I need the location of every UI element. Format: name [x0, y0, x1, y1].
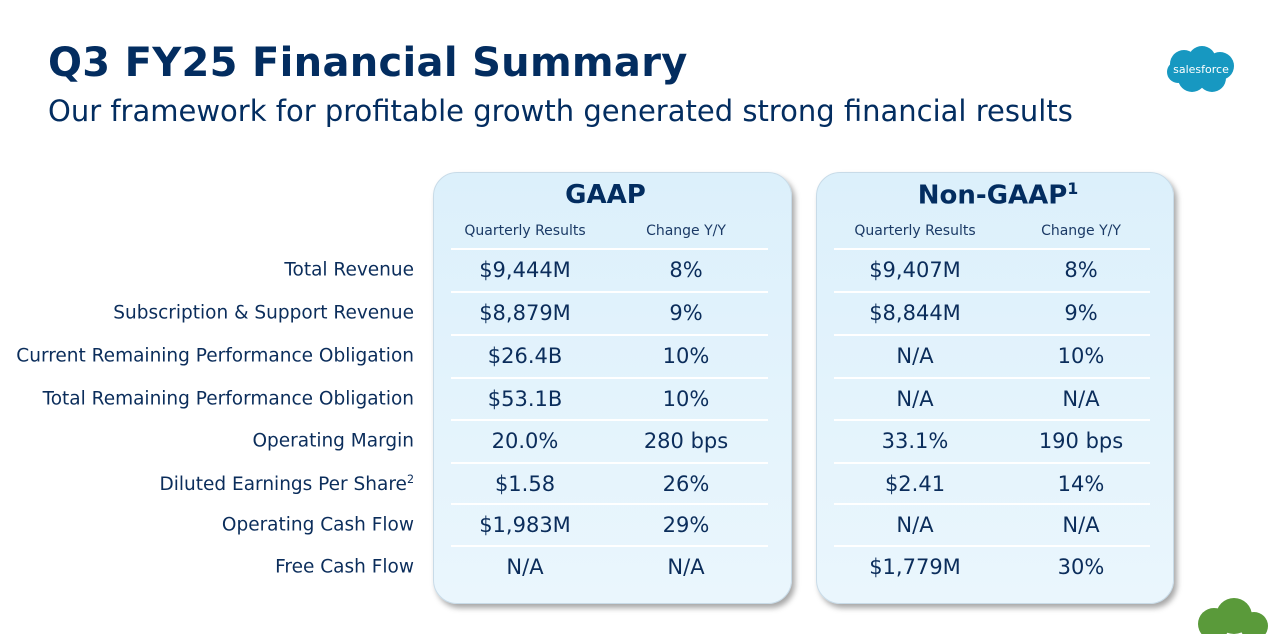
table-cell: N/A: [896, 344, 934, 368]
table-cell: 9%: [669, 301, 703, 325]
table-cell: N/A: [506, 555, 544, 579]
row-label: Total Revenue: [284, 259, 414, 281]
row-separator: [451, 248, 768, 250]
row-label: Current Remaining Performance Obligation: [16, 345, 414, 367]
table-cell: 8%: [1064, 258, 1098, 282]
table-cell: 10%: [662, 387, 710, 411]
column-header: Change Y/Y: [1041, 223, 1121, 239]
table-panel: [816, 172, 1174, 604]
column-header: Quarterly Results: [854, 223, 976, 239]
title: Q3 FY25 Financial Summary: [48, 40, 688, 86]
row-separator: [834, 545, 1150, 547]
table-cell: $8,879M: [479, 301, 571, 325]
table-cell: 14%: [1057, 472, 1105, 496]
row-separator: [451, 334, 768, 336]
table-cell: 30%: [1057, 555, 1105, 579]
row-label: Diluted Earnings Per Share2: [159, 472, 414, 496]
row-separator: [451, 419, 768, 421]
tree-decoration: [1198, 598, 1268, 634]
row-separator: [451, 462, 768, 464]
row-label: Free Cash Flow: [275, 556, 414, 578]
table-panel: [433, 172, 792, 604]
row-separator: [451, 503, 768, 505]
row-separator: [451, 377, 768, 379]
table-cell: 10%: [1057, 344, 1105, 368]
row-separator: [834, 291, 1150, 293]
row-label: Subscription & Support Revenue: [113, 302, 414, 324]
table-cell: N/A: [896, 387, 934, 411]
row-label: Operating Cash Flow: [221, 514, 414, 536]
table-cell: $26.4B: [487, 344, 563, 368]
table-cell: 20.0%: [491, 429, 559, 453]
logo-cloud: salesforce: [1167, 46, 1234, 92]
row-separator: [834, 419, 1150, 421]
table-cell: 26%: [662, 472, 710, 496]
row-separator: [834, 503, 1150, 505]
table-cell: 280 bps: [643, 429, 729, 453]
row-separator: [451, 545, 768, 547]
row-separator: [834, 377, 1150, 379]
footnote-mark: 1: [1067, 180, 1079, 198]
table-cell: $1.58: [494, 472, 556, 496]
table-cell: $9,444M: [479, 258, 571, 282]
row-label: Total Remaining Performance Obligation: [42, 388, 414, 410]
row-label: Operating Margin: [252, 430, 414, 452]
table-cell: $2.41: [884, 472, 946, 496]
table-cell: 10%: [662, 344, 710, 368]
subtitle: Our framework for profitable growth gene…: [48, 94, 1073, 128]
footnote-mark: 2: [406, 472, 414, 486]
table-cell: N/A: [667, 555, 705, 579]
panel-title: Non-GAAP1: [917, 180, 1079, 211]
table-cell: 33.1%: [881, 429, 949, 453]
table-cell: N/A: [1062, 513, 1100, 537]
row-separator: [451, 291, 768, 293]
row-separator: [834, 334, 1150, 336]
row-separator: [834, 462, 1150, 464]
table-cell: 29%: [662, 513, 710, 537]
table-cell: $1,779M: [869, 555, 961, 579]
panel-title: GAAP: [565, 180, 646, 210]
table-cell: N/A: [896, 513, 934, 537]
table-cell: 190 bps: [1038, 429, 1124, 453]
table-cell: N/A: [1062, 387, 1100, 411]
table-cell: $53.1B: [487, 387, 563, 411]
column-header: Quarterly Results: [464, 223, 586, 239]
column-header: Change Y/Y: [646, 223, 726, 239]
table-cell: $9,407M: [869, 258, 961, 282]
row-separator: [834, 248, 1150, 250]
table-cell: $8,844M: [869, 301, 961, 325]
table-cell: $1,983M: [479, 513, 571, 537]
table-cell: 9%: [1064, 301, 1098, 325]
logo-text: salesforce: [1173, 63, 1229, 76]
table-cell: 8%: [669, 258, 703, 282]
